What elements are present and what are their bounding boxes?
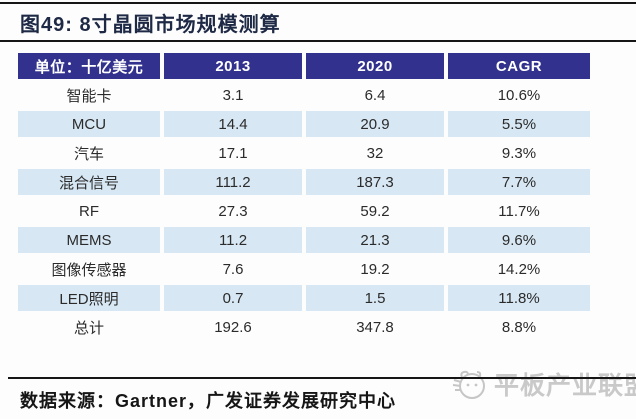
table-row-mixed-signal: 混合信号 111.2 187.3 7.7% xyxy=(18,169,590,195)
value-2020: 32 xyxy=(306,140,444,166)
value-2013: 14.4 xyxy=(164,111,302,137)
row-label: 图像传感器 xyxy=(18,256,160,282)
watermark: 平板产业联盟 xyxy=(450,364,636,404)
footer-rule xyxy=(8,377,636,379)
panda-logo-icon xyxy=(452,370,485,399)
row-label: 汽车 xyxy=(18,140,160,166)
column-header-2013: 2013 xyxy=(164,53,302,79)
value-cagr: 9.3% xyxy=(448,140,590,166)
wafer-market-table: 单位：十亿美元 2013 2020 CAGR 智能卡 3.1 6.4 10.6%… xyxy=(14,50,594,343)
table-row-rf: RF 27.3 59.2 11.7% xyxy=(18,198,590,224)
row-label: RF xyxy=(18,198,160,224)
column-header-cagr: CAGR xyxy=(448,53,590,79)
table-row-mems: MEMS 11.2 21.3 9.6% xyxy=(18,227,590,253)
row-label: 智能卡 xyxy=(18,82,160,108)
watermark-text: 平板产业联盟 xyxy=(494,372,636,400)
table-row-mcu: MCU 14.4 20.9 5.5% xyxy=(18,111,590,137)
value-2013: 192.6 xyxy=(164,314,302,340)
value-cagr: 10.6% xyxy=(448,82,590,108)
value-cagr: 14.2% xyxy=(448,256,590,282)
row-label: MEMS xyxy=(18,227,160,253)
value-2020: 187.3 xyxy=(306,169,444,195)
column-header-2020: 2020 xyxy=(306,53,444,79)
value-2020: 347.8 xyxy=(306,314,444,340)
table-row-image-sensor: 图像传感器 7.6 19.2 14.2% xyxy=(18,256,590,282)
value-2013: 7.6 xyxy=(164,256,302,282)
top-rule xyxy=(0,2,636,4)
value-cagr: 11.8% xyxy=(448,285,590,311)
value-2020: 20.9 xyxy=(306,111,444,137)
table-header-row: 单位：十亿美元 2013 2020 CAGR xyxy=(18,53,590,79)
row-label: MCU xyxy=(18,111,160,137)
value-2020: 19.2 xyxy=(306,256,444,282)
value-cagr: 5.5% xyxy=(448,111,590,137)
value-cagr: 8.8% xyxy=(448,314,590,340)
value-2013: 0.7 xyxy=(164,285,302,311)
value-2013: 3.1 xyxy=(164,82,302,108)
value-2020: 21.3 xyxy=(306,227,444,253)
data-source-text: 数据来源：Gartner，广发证券发展研究中心 xyxy=(20,391,397,411)
table-row-smartcard: 智能卡 3.1 6.4 10.6% xyxy=(18,82,590,108)
value-2013: 111.2 xyxy=(164,169,302,195)
table-row-led-lighting: LED照明 0.7 1.5 11.8% xyxy=(18,285,590,311)
value-2020: 6.4 xyxy=(306,82,444,108)
title-underline-rule xyxy=(0,40,636,42)
value-2013: 17.1 xyxy=(164,140,302,166)
table-row-automotive: 汽车 17.1 32 9.3% xyxy=(18,140,590,166)
row-label: 混合信号 xyxy=(18,169,160,195)
value-cagr: 11.7% xyxy=(448,198,590,224)
value-2013: 27.3 xyxy=(164,198,302,224)
value-2020: 1.5 xyxy=(306,285,444,311)
row-label: LED照明 xyxy=(18,285,160,311)
value-2013: 11.2 xyxy=(164,227,302,253)
row-label: 总计 xyxy=(18,314,160,340)
value-cagr: 9.6% xyxy=(448,227,590,253)
value-cagr: 7.7% xyxy=(448,169,590,195)
value-2020: 59.2 xyxy=(306,198,444,224)
column-header-unit: 单位：十亿美元 xyxy=(18,53,160,79)
table-row-total: 总计 192.6 347.8 8.8% xyxy=(18,314,590,340)
figure-title: 图49: 8寸晶圆市场规模测算 xyxy=(20,14,281,36)
